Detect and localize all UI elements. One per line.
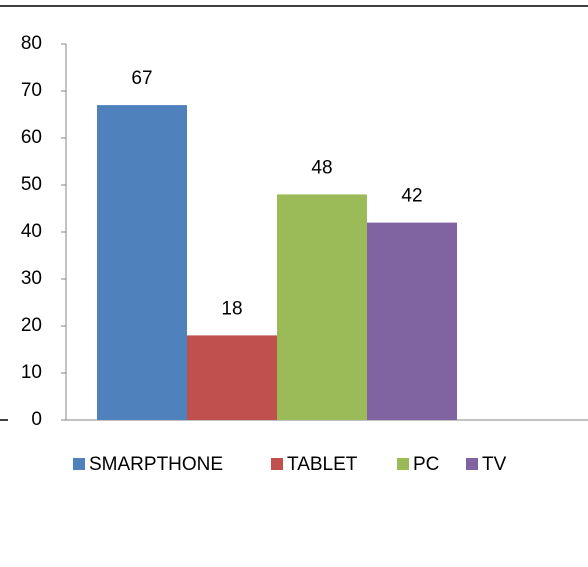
legend-label: PC <box>413 454 439 475</box>
bar <box>367 222 457 420</box>
y-tick-label: 70 <box>21 80 42 101</box>
y-tick-label: 20 <box>21 315 42 336</box>
legend-swatch <box>73 458 85 470</box>
bar <box>277 194 367 420</box>
y-tick-label: 50 <box>21 174 42 195</box>
data-label: 48 <box>311 157 332 178</box>
data-label: 42 <box>401 186 422 207</box>
y-tick-label: 80 <box>21 33 42 54</box>
data-label: 18 <box>221 298 242 319</box>
bar <box>97 105 187 420</box>
legend-label: TV <box>482 454 507 475</box>
y-tick-label: 60 <box>21 127 42 148</box>
legend-swatch <box>397 458 409 470</box>
legend-label: TABLET <box>287 454 358 475</box>
legend-swatch <box>271 458 283 470</box>
bar <box>187 335 277 420</box>
legend-label: SMARPTHONE <box>89 454 223 475</box>
y-tick-label: 30 <box>21 268 42 289</box>
y-tick-label: 40 <box>21 221 42 242</box>
y-tick-label: 0 <box>31 409 42 430</box>
y-tick-label: 10 <box>21 362 42 383</box>
legend-swatch <box>466 458 478 470</box>
data-label: 67 <box>131 68 152 89</box>
